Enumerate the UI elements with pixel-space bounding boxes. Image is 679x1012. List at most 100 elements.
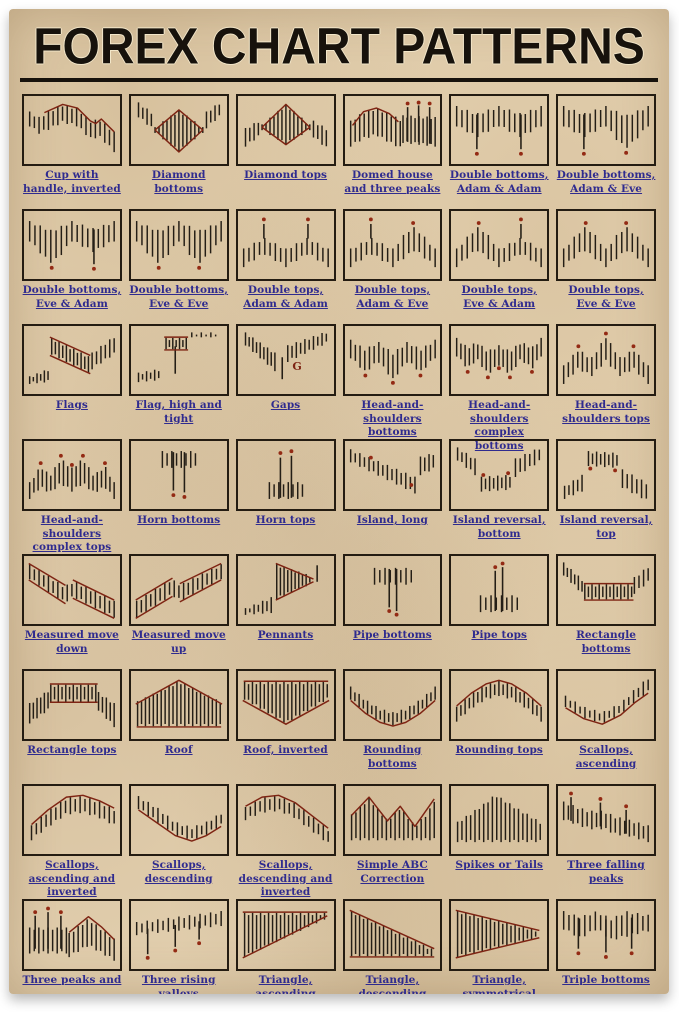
- pattern-chart: [449, 439, 550, 511]
- pattern-sketch: [137, 796, 222, 842]
- pattern-cell: Rectangle bottoms: [556, 554, 656, 669]
- pattern-cell: Measured move up: [128, 554, 229, 669]
- pattern-cell: Cup with handle, inverted: [22, 94, 122, 209]
- pattern-chart: [449, 899, 550, 971]
- pattern-chart: [342, 899, 443, 971]
- pattern-label: Triple bottoms: [562, 974, 650, 986]
- pattern-cell: G Gaps: [235, 324, 336, 439]
- pattern-cell: Island reversal, top: [556, 439, 656, 554]
- pattern-label: Diamond bottoms: [151, 169, 206, 195]
- pattern-chart: [342, 439, 443, 511]
- page-title: FOREX CHART PATTERNS: [33, 18, 645, 76]
- pattern-cell: Pipe bottoms: [342, 554, 443, 669]
- pattern-chart: [449, 324, 550, 396]
- pattern-cell: Double tops, Adam & Eve: [342, 209, 443, 324]
- pattern-chart: [342, 554, 443, 626]
- pattern-sketch: [457, 447, 541, 492]
- pattern-sketch: [137, 332, 217, 383]
- pattern-sketch: [564, 451, 648, 499]
- pattern-cell: Double tops, Adam & Adam: [235, 209, 336, 324]
- pattern-label: Pennants: [257, 629, 314, 641]
- pattern-cell: Measured move down: [22, 554, 122, 669]
- pattern-sketch: [563, 562, 650, 601]
- pattern-label: Gaps: [270, 399, 301, 411]
- pattern-cell: Triple bottoms: [556, 899, 656, 994]
- pattern-chart: [128, 669, 229, 741]
- pattern-cell: Domed house and three peaks: [342, 94, 443, 209]
- pattern-sketch: [455, 909, 540, 959]
- pattern-chart: [342, 784, 443, 856]
- forex-patterns-poster: FOREX CHART PATTERNS Cup with handle, in…: [9, 9, 669, 994]
- pattern-label: Flags: [55, 399, 88, 411]
- pattern-label: Triangle, descending: [358, 974, 427, 994]
- pattern-label: Scallops, descending: [144, 859, 213, 885]
- pattern-label: Roof, inverted: [243, 744, 328, 756]
- pattern-sketch: [28, 906, 115, 961]
- pattern-sketch: [563, 331, 650, 384]
- pattern-chart: [128, 324, 229, 396]
- pattern-label: Horn tops: [255, 514, 316, 526]
- pattern-cell: Simple ABC Correction: [342, 784, 443, 899]
- pattern-cell: Scallops, descending: [128, 784, 229, 899]
- pattern-sketch: [349, 686, 436, 727]
- pattern-sketch: [456, 217, 543, 268]
- pattern-cell: Triangle, descending: [342, 899, 443, 994]
- pattern-cell: Scallops, ascending: [556, 669, 656, 784]
- pattern-sketch: [242, 217, 329, 268]
- pattern-sketch: [563, 791, 650, 843]
- pattern-label: Double tops, Eve & Eve: [568, 284, 644, 310]
- pattern-chart: [235, 899, 336, 971]
- pattern-chart: [342, 94, 443, 166]
- pattern-chart: [449, 94, 550, 166]
- pattern-cell: Head-and-shoulders tops: [556, 324, 656, 439]
- pattern-sketch: [457, 796, 542, 843]
- pattern-label: Scallops, ascending: [575, 744, 637, 770]
- pattern-label: Double bottoms, Eve & Eve: [129, 284, 229, 310]
- pattern-label: Double tops, Eve & Adam: [461, 284, 537, 310]
- pattern-chart: [556, 784, 656, 856]
- pattern-sketch: [563, 106, 650, 156]
- pattern-label: Scallops, descending and inverted: [238, 859, 333, 899]
- pattern-sketch: [28, 103, 115, 153]
- pattern-chart: [342, 324, 443, 396]
- pattern-chart: [235, 94, 336, 166]
- pattern-cell: Triangle, symmetrical: [449, 899, 550, 994]
- pattern-cell: Head-and-shoulders bottoms: [342, 324, 443, 439]
- pattern-chart: [556, 899, 656, 971]
- pattern-sketch: [28, 336, 115, 384]
- pattern-cell: Three falling peaks: [556, 784, 656, 899]
- pattern-cell: Rounding bottoms: [342, 669, 443, 784]
- pattern-label: Island, long: [356, 514, 428, 526]
- pattern-sketch: [242, 680, 330, 725]
- pattern-cell: Double bottoms, Eve & Eve: [128, 209, 229, 324]
- pattern-cell: Rounding tops: [449, 669, 550, 784]
- pattern-sketch: [244, 794, 329, 842]
- pattern-sketch: [244, 103, 327, 147]
- pattern-chart: [235, 669, 336, 741]
- pattern-sketch: [456, 679, 543, 722]
- pattern-chart: [128, 784, 229, 856]
- pattern-cell: Double bottoms, Eve & Adam: [22, 209, 122, 324]
- pattern-label: Double bottoms, Adam & Eve: [556, 169, 656, 195]
- pattern-label: Rectangle bottoms: [576, 629, 637, 655]
- pattern-cell: Double bottoms, Adam & Eve: [556, 94, 656, 209]
- pattern-chart: [556, 324, 656, 396]
- pattern-chart: [235, 554, 336, 626]
- pattern-sketch: [28, 562, 115, 619]
- pattern-chart: [22, 669, 122, 741]
- pattern-label: Rounding tops: [455, 744, 543, 756]
- pattern-sketch: [456, 106, 543, 156]
- pattern-label: Pipe bottoms: [352, 629, 432, 641]
- pattern-chart: [556, 439, 656, 511]
- pattern-cell: Double tops, Eve & Eve: [556, 209, 656, 324]
- pattern-cell: Head-and-shoulders complex tops: [22, 439, 122, 554]
- pattern-cell: Island, long: [342, 439, 443, 554]
- pattern-cell: Triangle, ascending: [235, 899, 336, 994]
- pattern-label: Cup with handle, inverted: [23, 169, 121, 195]
- pattern-cell: Flags: [22, 324, 122, 439]
- pattern-label: Triangle, ascending: [255, 974, 316, 994]
- pattern-label: Head-and-shoulders complex tops: [32, 514, 112, 554]
- pattern-cell: Roof: [128, 669, 229, 784]
- pattern-chart: [449, 209, 550, 281]
- pattern-cell: Diamond tops: [235, 94, 336, 209]
